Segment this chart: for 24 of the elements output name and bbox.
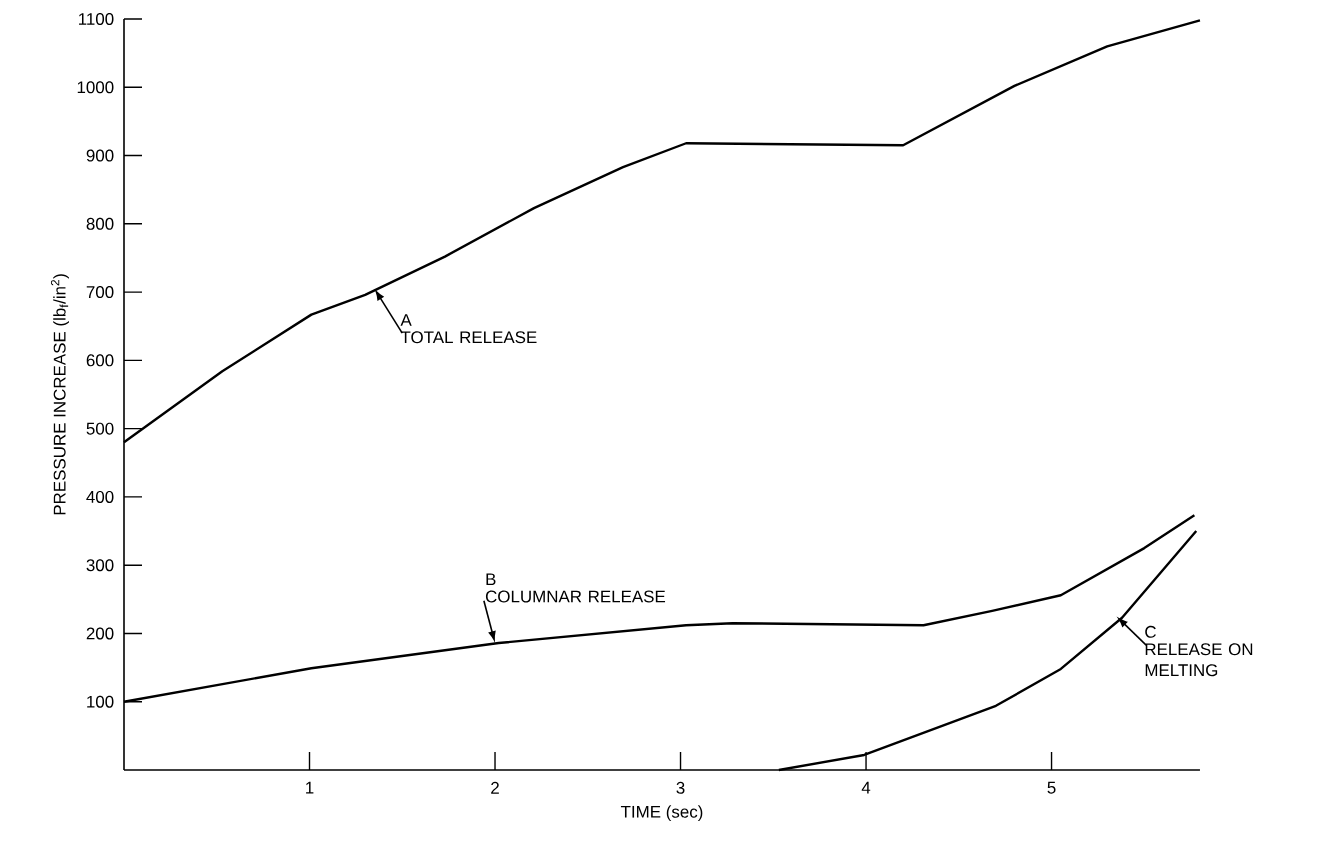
annotation: B	[486, 573, 496, 586]
y-tick-label: 600	[86, 354, 114, 367]
x-tick-label: 4	[861, 781, 871, 794]
y-tick-label: 1100	[79, 12, 114, 25]
annotation: TOTAL RELEASE	[400, 331, 537, 344]
y-tick-label: 700	[86, 286, 114, 299]
annotation: C	[1145, 625, 1156, 638]
y-tick-label: 300	[86, 559, 114, 572]
y-tick-label: 800	[86, 217, 114, 230]
x-tick-label: 3	[676, 781, 685, 794]
annotation: COLUMNAR RELEASE	[485, 590, 666, 603]
y-tick-label: 100	[87, 695, 114, 708]
annotation: A	[400, 314, 412, 326]
y-tick-label: 200	[86, 627, 114, 640]
y-tick-label: 400	[86, 490, 114, 503]
y-axis-title: PRESSURE INCREASE (lb$_{f}$/in$^{2}$)	[50, 274, 69, 515]
y-tick-label: 900	[86, 149, 114, 162]
annotation: RELEASE ON MELTING	[1145, 643, 1253, 677]
y-tick-label: 1000	[77, 81, 114, 94]
x-tick-label: 1	[306, 781, 314, 794]
x-tick-label: 5	[1047, 781, 1056, 794]
x-tick-label: 2	[491, 781, 499, 794]
x-axis-title: TIME (sec)	[620, 805, 703, 822]
y-tick-label: 500	[86, 422, 114, 435]
